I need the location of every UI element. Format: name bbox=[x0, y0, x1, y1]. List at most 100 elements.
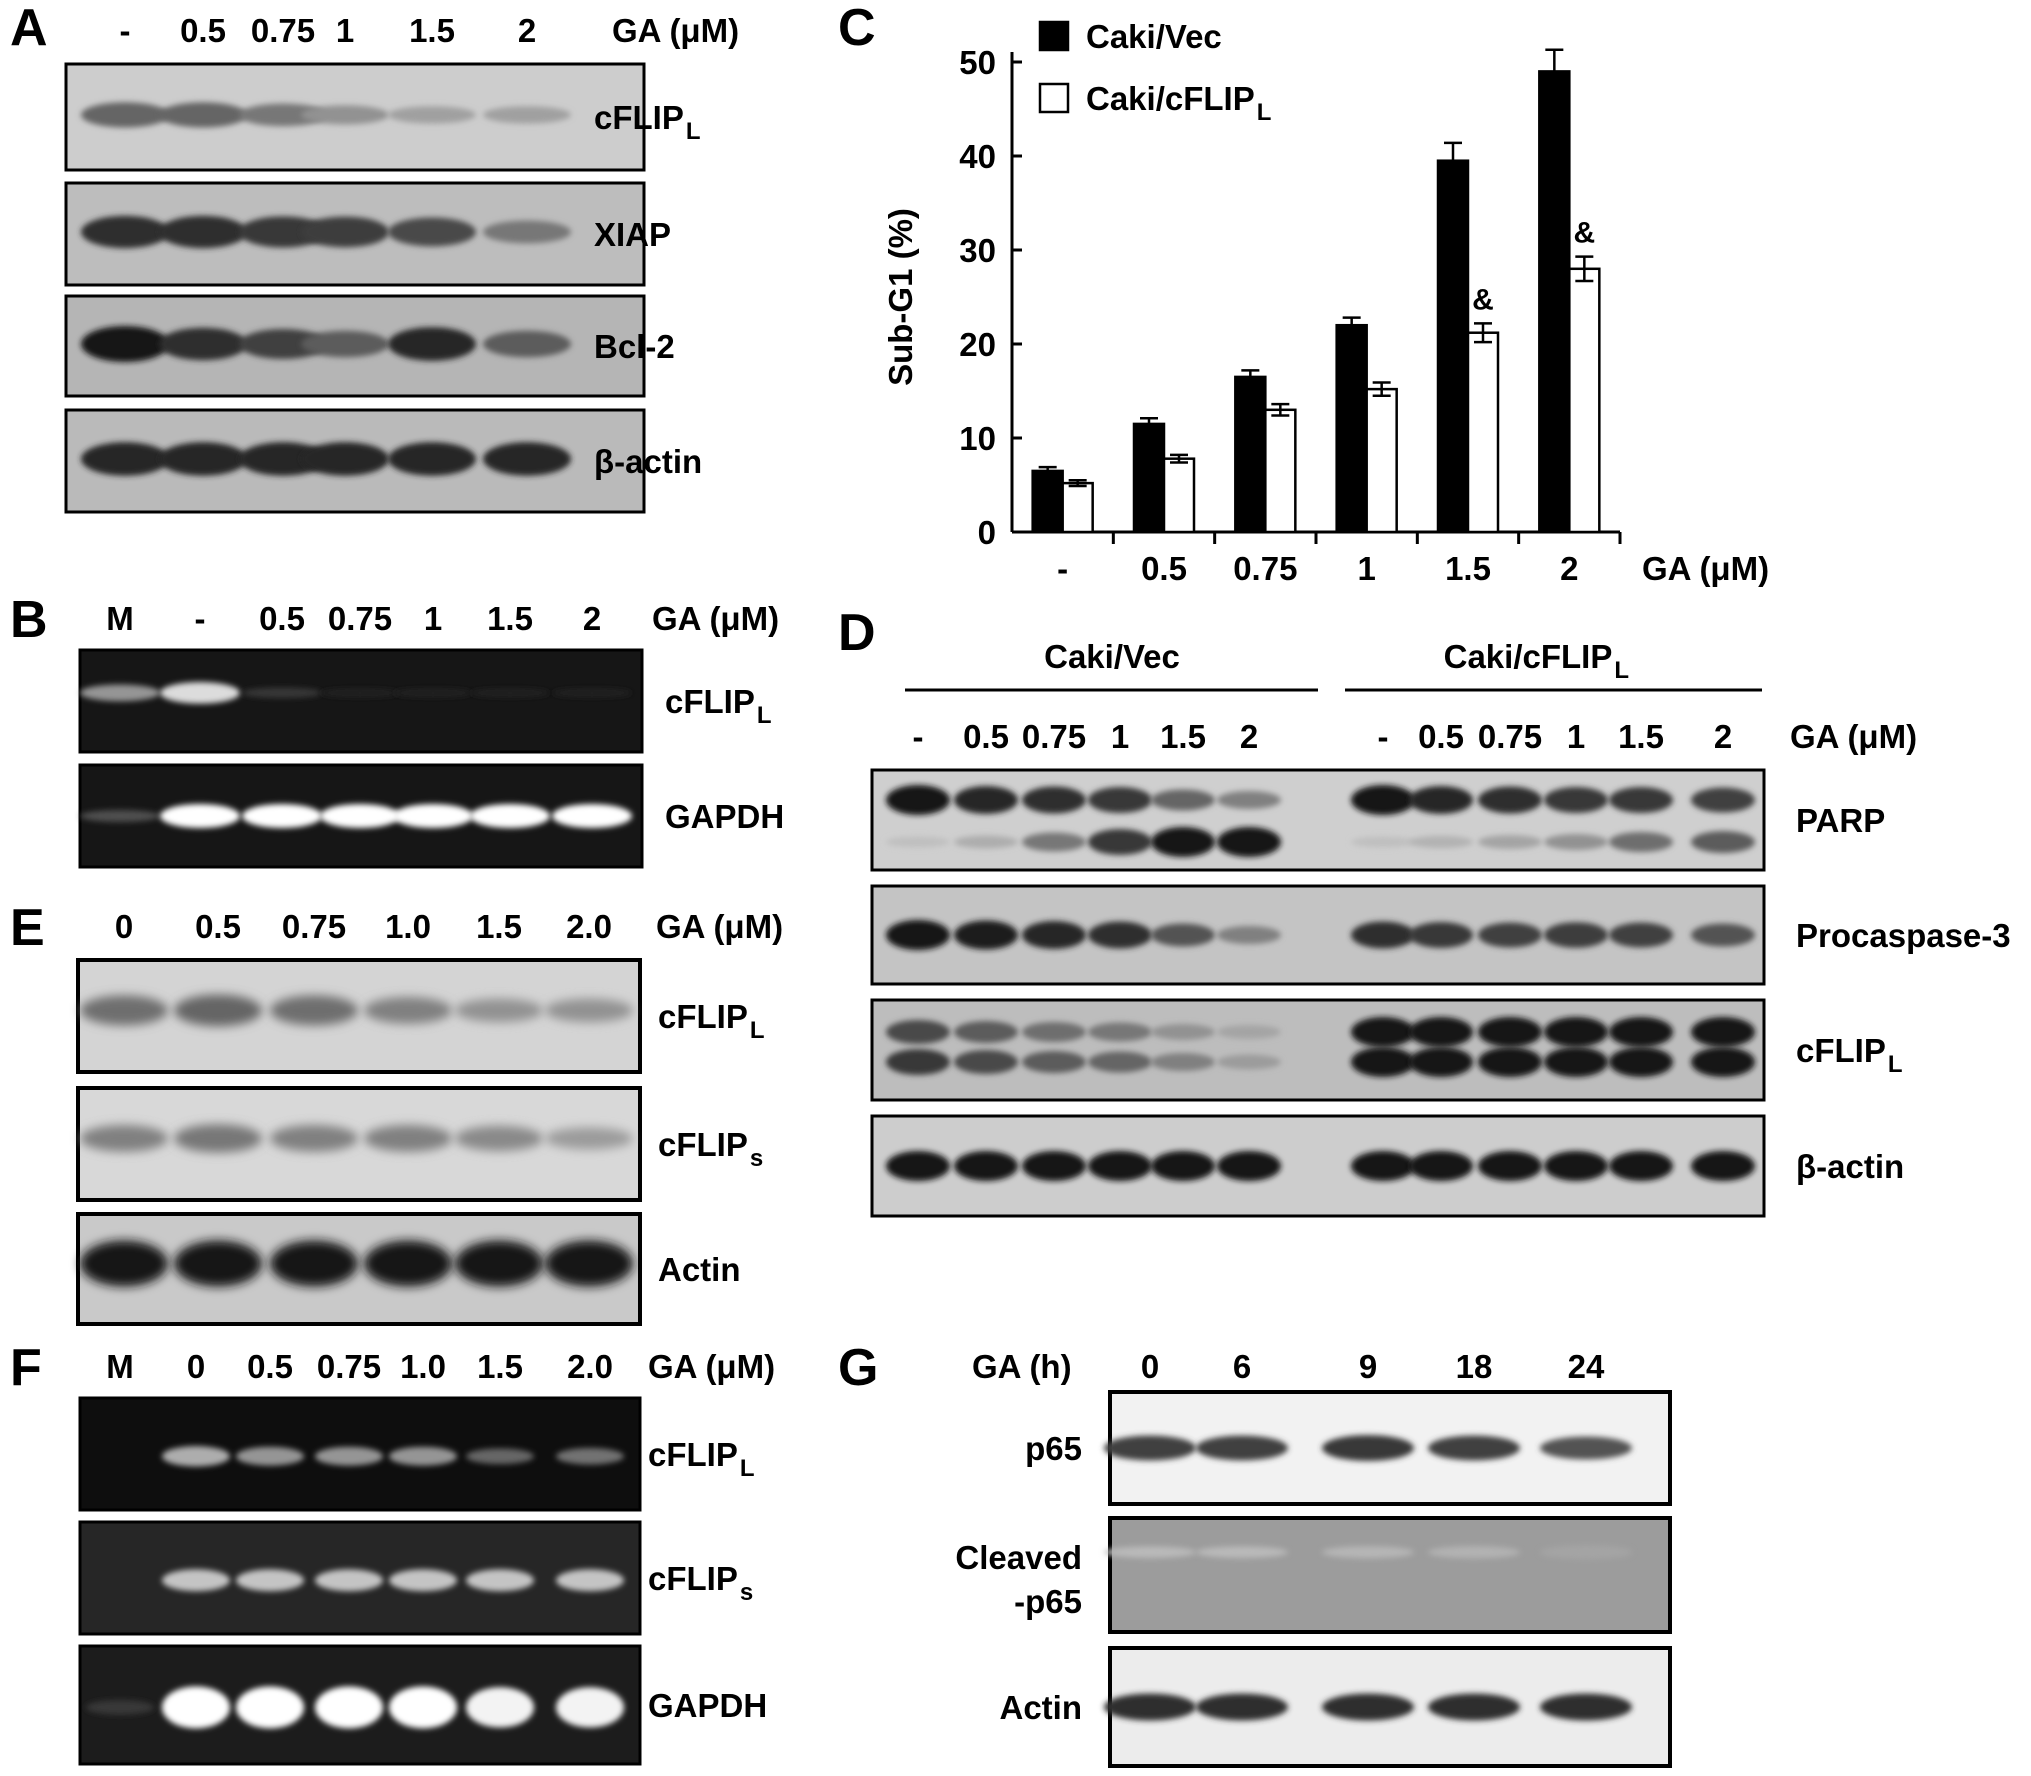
blot-band bbox=[1609, 1017, 1673, 1047]
lane-label: 18 bbox=[1456, 1348, 1493, 1385]
panel-a-blots: cFLIP L XIAP Bcl-2 β-actin bbox=[64, 62, 702, 514]
blot-band bbox=[886, 1151, 950, 1181]
gel-band bbox=[315, 1686, 383, 1729]
blot-band bbox=[1609, 1151, 1673, 1181]
blot-label: Procaspase-3 bbox=[1796, 917, 2011, 954]
lane-label: 0.5 bbox=[963, 718, 1009, 755]
blot-frame bbox=[76, 958, 642, 1074]
y-tick-label: 0 bbox=[978, 514, 996, 551]
bar-caki-vec-4 bbox=[1436, 159, 1470, 534]
lane-label: M bbox=[106, 600, 134, 637]
blot-3 bbox=[870, 998, 1766, 1102]
blot-band bbox=[1104, 1693, 1196, 1721]
legend-swatch bbox=[1038, 82, 1070, 114]
blot-2 bbox=[76, 1086, 642, 1202]
gel-label: cFLIP bbox=[648, 1436, 738, 1473]
blot-band bbox=[80, 1240, 168, 1287]
gel-band bbox=[242, 687, 322, 699]
gel-band bbox=[552, 688, 632, 698]
blot-band bbox=[1151, 789, 1215, 811]
blot-band bbox=[81, 215, 169, 249]
blot-band bbox=[1022, 1151, 1086, 1181]
blot-band bbox=[1104, 1435, 1196, 1461]
panel-e-lane-labels: 0 0.5 0.75 1.0 1.5 2.0 bbox=[115, 908, 612, 945]
blot-frame bbox=[76, 1086, 642, 1202]
blot-band bbox=[1104, 1546, 1196, 1558]
blot-band bbox=[483, 442, 571, 476]
blot-band bbox=[301, 330, 389, 358]
panel-a: A - 0.5 0.75 1 1.5 2 GA (μM) cFLIP L XIAP Bcl-2 β… bbox=[10, 0, 739, 514]
blot-band bbox=[1322, 1693, 1414, 1721]
blot-band bbox=[388, 442, 476, 476]
legend-label-subscript: L bbox=[1257, 99, 1272, 126]
gel-label-subscript: L bbox=[740, 1455, 755, 1482]
lane-label: 2 bbox=[583, 600, 601, 637]
blot-label: cFLIP bbox=[1796, 1032, 1886, 1069]
lane-label: 1.5 bbox=[409, 12, 455, 49]
blot-band bbox=[364, 1125, 452, 1152]
blot-band bbox=[954, 1151, 1018, 1181]
blot-band bbox=[545, 1240, 633, 1287]
blot-band bbox=[1088, 829, 1152, 855]
blot-band bbox=[483, 220, 571, 244]
blot-band bbox=[1322, 1546, 1414, 1559]
panel-f-lane-labels: M 0 0.5 0.75 1.0 1.5 2.0 bbox=[106, 1348, 613, 1385]
blot-label-subscript: L bbox=[1888, 1051, 1903, 1078]
lane-label: 1 bbox=[424, 600, 442, 637]
bar-caki-cflip-5 bbox=[1568, 267, 1601, 534]
legend-swatch bbox=[1038, 20, 1070, 52]
panel-b-gels: cFLIP L GAPDH bbox=[78, 648, 784, 869]
panel-letter-e: E bbox=[10, 899, 45, 957]
panel-b-unit-label: GA (μM) bbox=[652, 600, 779, 637]
group-label: Caki/cFLIP bbox=[1444, 638, 1613, 675]
lane-label: 1 bbox=[1111, 718, 1129, 755]
gel-band bbox=[86, 1699, 154, 1715]
sub-g1-bar-chart: 0 10 20 30 40 50 Sub-G1 (%) - 0.5 0.75 1 1.5 2 & & GA (… bbox=[882, 18, 1769, 587]
blot-band bbox=[954, 786, 1018, 814]
blot-band bbox=[80, 1125, 168, 1152]
blot-band bbox=[1088, 1151, 1152, 1181]
blot-label: p65 bbox=[1025, 1430, 1082, 1467]
blot-band bbox=[1478, 835, 1542, 849]
blot-band bbox=[1691, 1151, 1755, 1181]
blot-2 bbox=[1104, 1516, 1672, 1634]
gel-label-subscript: s bbox=[740, 1579, 753, 1606]
y-tick-label: 50 bbox=[959, 44, 996, 81]
blot-band bbox=[388, 106, 476, 124]
blot-label: Cleaved bbox=[955, 1539, 1082, 1576]
lane-label: 0 bbox=[115, 908, 133, 945]
x-tick-label: - bbox=[1057, 550, 1068, 587]
panel-d: D Caki/Vec Caki/cFLIP L -0.5 0.75 1 1.5 2-0.5 0… bbox=[838, 604, 2011, 1218]
blot-band bbox=[1409, 1017, 1473, 1047]
blot-band bbox=[886, 785, 950, 815]
gel-band bbox=[236, 1569, 304, 1592]
blot-3 bbox=[1104, 1646, 1672, 1768]
blot-band bbox=[1217, 827, 1281, 857]
panel-b: B M - 0.5 0.75 1 1.5 2 GA (μM) cFLIP L GAPDH bbox=[10, 591, 784, 869]
blot-band bbox=[1217, 1054, 1281, 1070]
blot-band bbox=[483, 330, 571, 358]
lane-label: - bbox=[1378, 718, 1389, 755]
blot-band bbox=[239, 216, 327, 248]
gel-band bbox=[470, 688, 550, 698]
panel-letter-f: F bbox=[10, 1339, 42, 1397]
blot-label: cFLIP bbox=[658, 998, 748, 1035]
gel-band bbox=[315, 1446, 383, 1466]
blot-label-subscript: s bbox=[750, 1145, 763, 1172]
blot-band bbox=[1478, 786, 1542, 814]
lane-label: 0.75 bbox=[328, 600, 392, 637]
lane-label: 6 bbox=[1233, 1348, 1251, 1385]
blot-band bbox=[1691, 1047, 1755, 1077]
gel-band bbox=[389, 1569, 457, 1592]
blot-band bbox=[1322, 1435, 1414, 1461]
blot-1 bbox=[870, 768, 1766, 872]
y-axis-label: Sub-G1 (%) bbox=[882, 208, 919, 386]
gel-band bbox=[393, 688, 473, 698]
panel-c: C 0 10 20 30 40 50 Sub-G1 (%) - 0.5 0.75 1 1.5 2 & & GA… bbox=[838, 0, 1769, 587]
blot-label: Bcl-2 bbox=[594, 328, 675, 365]
panel-letter-g: G bbox=[838, 1339, 878, 1397]
gel-band bbox=[556, 1569, 624, 1592]
blot-band bbox=[1151, 1151, 1215, 1181]
